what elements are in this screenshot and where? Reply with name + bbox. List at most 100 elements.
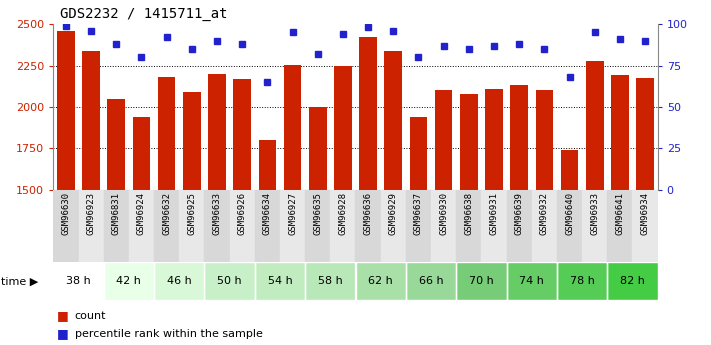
Bar: [104, 190, 129, 262]
Bar: [435, 90, 452, 190]
Bar: [456, 190, 481, 262]
Bar: [53, 262, 104, 300]
Bar: [104, 262, 154, 300]
Text: GSM96630: GSM96630: [61, 192, 70, 235]
Text: GSM96930: GSM96930: [439, 192, 448, 235]
Bar: [233, 79, 251, 190]
Bar: [506, 190, 532, 262]
Text: GSM96636: GSM96636: [363, 192, 373, 235]
Bar: [633, 190, 658, 262]
Bar: [506, 262, 557, 300]
Bar: [485, 89, 503, 190]
Text: GSM96640: GSM96640: [565, 192, 574, 235]
Text: GSM96634: GSM96634: [263, 192, 272, 235]
Text: count: count: [75, 311, 106, 321]
Text: GSM96931: GSM96931: [489, 192, 498, 235]
Text: GSM96929: GSM96929: [389, 192, 397, 235]
Text: 38 h: 38 h: [66, 276, 91, 286]
Bar: [179, 190, 205, 262]
Bar: [104, 262, 154, 300]
Text: 74 h: 74 h: [519, 276, 544, 286]
Bar: [410, 117, 427, 190]
Bar: [460, 94, 478, 190]
Bar: [582, 190, 607, 262]
Bar: [280, 190, 305, 262]
Bar: [129, 190, 154, 262]
Bar: [158, 77, 176, 190]
Bar: [208, 74, 226, 190]
Text: ■: ■: [57, 327, 69, 340]
Bar: [78, 190, 104, 262]
Text: 54 h: 54 h: [267, 276, 292, 286]
Bar: [230, 190, 255, 262]
Bar: [607, 262, 658, 300]
Bar: [385, 51, 402, 190]
Text: GSM96632: GSM96632: [162, 192, 171, 235]
Text: GSM96925: GSM96925: [187, 192, 196, 235]
Bar: [255, 262, 305, 300]
Bar: [607, 262, 658, 300]
Text: GSM96926: GSM96926: [237, 192, 247, 235]
Bar: [154, 262, 205, 300]
Text: GSM96928: GSM96928: [338, 192, 348, 235]
Bar: [255, 190, 280, 262]
Text: GSM96933: GSM96933: [590, 192, 599, 235]
Text: 78 h: 78 h: [570, 276, 594, 286]
Text: GSM96923: GSM96923: [87, 192, 95, 235]
Text: GSM96831: GSM96831: [112, 192, 121, 235]
Bar: [535, 90, 553, 190]
Bar: [82, 51, 100, 190]
Text: GSM96641: GSM96641: [616, 192, 624, 235]
Bar: [309, 107, 326, 190]
Text: percentile rank within the sample: percentile rank within the sample: [75, 329, 262, 339]
Text: ■: ■: [57, 309, 69, 322]
Text: time ▶: time ▶: [1, 276, 38, 286]
Bar: [456, 262, 506, 300]
Text: GSM96932: GSM96932: [540, 192, 549, 235]
Bar: [359, 37, 377, 190]
Bar: [53, 190, 78, 262]
Bar: [255, 262, 305, 300]
Bar: [636, 78, 654, 190]
Bar: [561, 150, 578, 190]
Bar: [586, 61, 604, 190]
Bar: [356, 262, 406, 300]
Text: 42 h: 42 h: [117, 276, 141, 286]
Bar: [607, 190, 633, 262]
Text: GSM96934: GSM96934: [641, 192, 650, 235]
Text: 50 h: 50 h: [218, 276, 242, 286]
Bar: [557, 190, 582, 262]
Bar: [406, 262, 456, 300]
Text: 82 h: 82 h: [620, 276, 645, 286]
Bar: [334, 66, 352, 190]
Bar: [557, 262, 607, 300]
Text: GSM96927: GSM96927: [288, 192, 297, 235]
Text: GSM96633: GSM96633: [213, 192, 222, 235]
Text: GDS2232 / 1415711_at: GDS2232 / 1415711_at: [60, 7, 228, 21]
Text: GSM96637: GSM96637: [414, 192, 423, 235]
Bar: [331, 190, 356, 262]
Bar: [205, 190, 230, 262]
Bar: [406, 190, 431, 262]
Bar: [133, 117, 150, 190]
Text: GSM96635: GSM96635: [314, 192, 322, 235]
Bar: [611, 76, 629, 190]
Bar: [356, 262, 406, 300]
Text: 70 h: 70 h: [469, 276, 493, 286]
Bar: [305, 262, 356, 300]
Bar: [431, 190, 456, 262]
Bar: [481, 190, 506, 262]
Text: 58 h: 58 h: [318, 276, 343, 286]
Bar: [356, 190, 380, 262]
Bar: [284, 65, 301, 190]
Bar: [305, 190, 331, 262]
Bar: [510, 86, 528, 190]
Bar: [53, 262, 104, 300]
Text: 46 h: 46 h: [167, 276, 191, 286]
Bar: [259, 140, 276, 190]
Bar: [305, 262, 356, 300]
Bar: [183, 92, 201, 190]
Bar: [107, 99, 125, 190]
Text: GSM96639: GSM96639: [515, 192, 524, 235]
Bar: [154, 262, 205, 300]
